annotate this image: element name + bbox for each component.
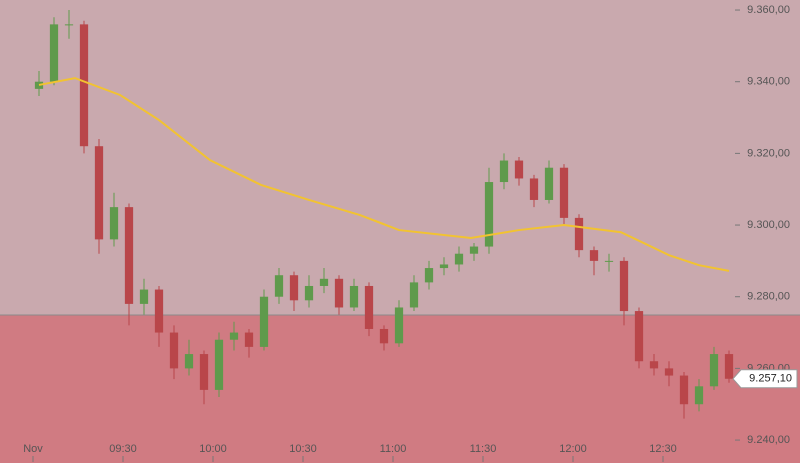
candle-body xyxy=(49,24,59,82)
x-tick-label: 10:00 xyxy=(199,443,227,455)
candle-body xyxy=(544,167,554,200)
candle-body xyxy=(154,289,164,333)
x-tick-label: 09:30 xyxy=(109,443,137,455)
candle-body xyxy=(139,289,149,304)
candle-body xyxy=(559,167,569,218)
x-tick-label: 10:30 xyxy=(289,443,317,455)
candle-body xyxy=(379,328,389,344)
candle-body xyxy=(604,260,614,262)
last-price-box xyxy=(732,369,798,389)
candle-body xyxy=(34,81,44,89)
candle-body xyxy=(424,268,434,283)
candle-body xyxy=(439,264,449,269)
candle-body xyxy=(394,307,404,344)
candle-body xyxy=(319,278,329,286)
candle-body xyxy=(724,354,734,379)
candle-body xyxy=(109,207,119,240)
candle-body xyxy=(64,24,74,26)
candle-body xyxy=(169,332,179,369)
candle-body xyxy=(259,296,269,347)
candle-body xyxy=(229,332,239,340)
candle-body xyxy=(634,311,644,362)
candle-body xyxy=(664,368,674,376)
candle-body xyxy=(499,160,509,183)
y-tick-label: 9.340,00 xyxy=(747,76,790,88)
candle-body xyxy=(514,160,524,179)
candle-body xyxy=(289,275,299,301)
x-tick-label: Nov xyxy=(23,443,43,455)
x-tick-label: 11:30 xyxy=(470,443,497,455)
candle-body xyxy=(364,285,374,329)
candle-body xyxy=(589,250,599,261)
y-tick-label: 9.360,00 xyxy=(747,4,790,16)
moving-average xyxy=(38,77,730,272)
candle-body xyxy=(349,285,359,308)
candle-body xyxy=(199,354,209,390)
x-tick-label: 11:00 xyxy=(380,443,407,455)
candle-body xyxy=(694,386,704,405)
candle-body xyxy=(529,178,539,200)
candle-body xyxy=(334,278,344,308)
candle-body xyxy=(124,207,134,304)
candle-body xyxy=(184,354,194,369)
y-tick-label: 9.240,00 xyxy=(747,434,790,446)
candle-body xyxy=(79,24,89,147)
y-tick-label: 9.300,00 xyxy=(747,219,790,231)
candle-body xyxy=(454,253,464,265)
candle-body xyxy=(409,282,419,308)
x-tick-label: 12:30 xyxy=(649,443,677,455)
candle-body xyxy=(574,217,584,251)
candle-body xyxy=(94,146,104,240)
x-tick-label: 12:00 xyxy=(559,443,587,455)
candle-body xyxy=(244,332,254,347)
y-tick-label: 9.320,00 xyxy=(747,147,790,159)
candle-body xyxy=(274,275,284,297)
candle-body xyxy=(679,375,689,405)
candle-body xyxy=(709,354,719,387)
candle-body xyxy=(484,182,494,247)
candle-body xyxy=(214,339,224,390)
candle-body xyxy=(304,285,314,301)
candle-body xyxy=(469,246,479,254)
candle-body xyxy=(619,260,629,312)
y-tick-label: 9.280,00 xyxy=(747,291,790,303)
candle-body xyxy=(649,361,659,369)
last-price-label: 9.257,10 xyxy=(749,373,792,385)
